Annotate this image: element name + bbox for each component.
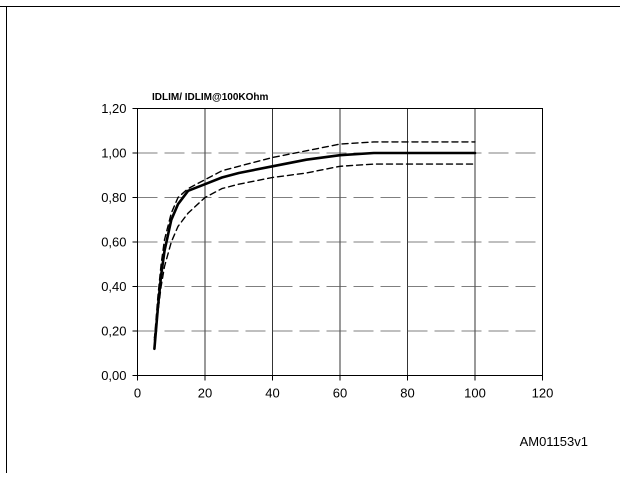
series-layer: [153, 141, 477, 351]
y-tick-label: 1,00: [101, 146, 126, 161]
y-tick-label: 0,20: [101, 324, 126, 339]
tick-layer: 0 20 40 60 80 100 120 0,00 0,20 0,40 0,60 0,80 1,00 1…: [101, 101, 553, 401]
grid-layer: [137, 108, 543, 376]
x-tick-label: 0: [134, 386, 141, 401]
chart-title: IDLIM/ IDLIM@100KOhm: [152, 92, 269, 103]
x-tick-label: 20: [198, 386, 212, 401]
nominal-curve: [153, 151, 477, 351]
lower-bound-curve: [153, 163, 476, 339]
x-tick-label: 40: [265, 386, 279, 401]
x-tick-label: 100: [464, 386, 486, 401]
y-tick-label: 0,00: [101, 368, 126, 383]
y-tick-label: 0,80: [101, 190, 126, 205]
x-tick-label: 80: [400, 386, 414, 401]
x-tick-label: 120: [532, 386, 554, 401]
y-tick-label: 1,20: [101, 101, 126, 116]
y-tick-label: 0,60: [101, 235, 126, 250]
figure-id-label: AM01153v1: [520, 434, 588, 449]
upper-bound-curve: [153, 141, 476, 341]
y-tick-label: 0,40: [101, 279, 126, 294]
x-tick-label: 60: [333, 386, 347, 401]
